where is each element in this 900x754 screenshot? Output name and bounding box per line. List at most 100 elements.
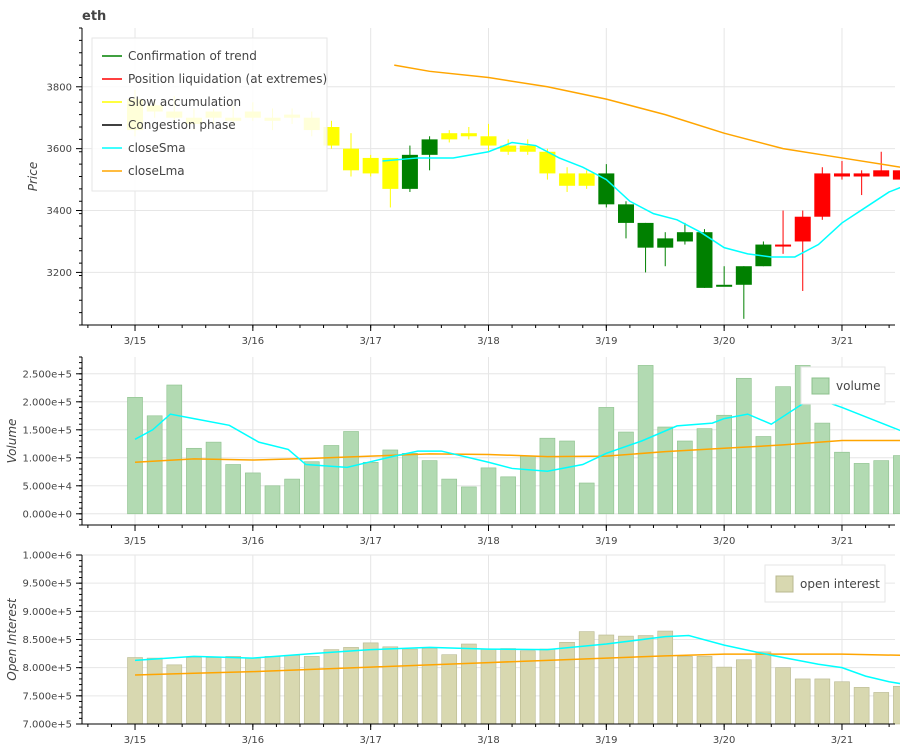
bar xyxy=(794,678,811,725)
bar xyxy=(775,386,791,515)
candle-body xyxy=(519,145,536,152)
sma-line xyxy=(134,634,900,685)
bar xyxy=(284,478,300,515)
bar xyxy=(696,428,713,515)
candle-body xyxy=(853,173,870,177)
bar xyxy=(245,657,261,725)
bar xyxy=(559,440,575,515)
bar xyxy=(323,445,340,515)
y-tick-label: 1.500e+5 xyxy=(22,425,72,436)
x-tick-label: 3/15 xyxy=(124,536,146,547)
x-tick-label: 3/18 xyxy=(477,735,499,746)
bar xyxy=(205,657,222,725)
bar xyxy=(519,455,536,515)
bar xyxy=(480,467,497,515)
bar xyxy=(166,384,183,515)
legend-swatch xyxy=(775,575,794,593)
panel-volume: 0.000e+0 5.000e+4 1.000e+5 1.500e+5 2.000e+5… xyxy=(5,356,900,547)
bar xyxy=(421,460,438,515)
bar xyxy=(461,486,477,515)
y-tick-label: 7.000e+5 xyxy=(22,720,72,731)
bar xyxy=(186,657,202,725)
y-tick-label: 2.000e+5 xyxy=(22,397,72,408)
bar xyxy=(618,431,634,515)
closeLma-line xyxy=(394,64,900,168)
y-axis-label: Price xyxy=(26,162,40,191)
bar xyxy=(264,656,281,725)
lma-line xyxy=(135,653,900,676)
bar xyxy=(696,656,713,725)
candle-body xyxy=(735,266,752,285)
bar xyxy=(382,449,399,515)
y-tick-label: 8.500e+5 xyxy=(22,635,72,646)
bar xyxy=(853,687,870,725)
y-tick-label: 3800 xyxy=(47,82,72,93)
candle-body xyxy=(480,136,497,146)
bar xyxy=(775,667,791,725)
bar xyxy=(343,431,359,515)
x-tick-label: 3/21 xyxy=(831,536,853,547)
bar xyxy=(755,436,772,515)
y-tick-label: 3200 xyxy=(47,268,72,279)
bar xyxy=(814,422,831,515)
bar xyxy=(637,635,654,725)
candle-body xyxy=(716,284,733,287)
x-tick-label: 3/19 xyxy=(595,536,617,547)
candle-body xyxy=(362,157,379,174)
candle-body xyxy=(892,170,900,180)
legend-box xyxy=(91,37,328,192)
x-tick-label: 3/17 xyxy=(359,536,381,547)
candle-body xyxy=(578,173,595,186)
candle-body xyxy=(421,139,438,155)
candle-body xyxy=(794,216,811,242)
bar xyxy=(303,461,320,515)
bar xyxy=(500,476,516,515)
lma-line xyxy=(134,439,900,464)
y-tick-label: 5.000e+4 xyxy=(22,481,72,492)
bar xyxy=(657,426,674,515)
bar xyxy=(127,397,143,515)
x-tick-label: 3/15 xyxy=(124,735,146,746)
bar xyxy=(853,463,870,515)
bar xyxy=(893,455,900,515)
bar xyxy=(402,453,418,515)
bar xyxy=(441,654,458,725)
bar xyxy=(677,440,693,515)
y-tick-label: 1.000e+6 xyxy=(22,551,72,562)
bar xyxy=(245,472,261,515)
candle-body xyxy=(814,173,831,217)
bar xyxy=(834,451,850,515)
y-tick-label: 3400 xyxy=(47,206,72,217)
candle-body xyxy=(598,173,615,205)
bar xyxy=(303,656,320,725)
x-tick-label: 3/16 xyxy=(242,336,264,347)
chart-title: eth xyxy=(82,9,106,24)
bar xyxy=(421,648,438,725)
bar xyxy=(362,461,379,515)
x-tick-label: 3/20 xyxy=(713,735,735,746)
bar xyxy=(618,635,634,725)
legend-label: Congestion phase xyxy=(128,118,236,132)
bar xyxy=(146,657,163,725)
x-tick-label: 3/19 xyxy=(595,336,617,347)
x-tick-label: 3/17 xyxy=(359,336,381,347)
candle-body xyxy=(382,157,399,189)
bar xyxy=(402,648,418,725)
y-tick-label: 9.000e+5 xyxy=(22,607,72,618)
bar xyxy=(127,657,143,725)
legend: Confirmation of trend Position liquidatio… xyxy=(91,37,328,192)
bar xyxy=(205,441,222,515)
candle-body xyxy=(618,204,635,223)
bar xyxy=(814,678,831,725)
bar xyxy=(834,681,850,725)
candle-body xyxy=(637,222,654,248)
candle-body xyxy=(500,145,517,152)
y-tick-label: 1.000e+5 xyxy=(22,453,72,464)
legend: open interest xyxy=(764,564,886,603)
legend-label: Position liquidation (at extremes) xyxy=(128,72,327,86)
legend-label: volume xyxy=(836,379,880,393)
y-axis-label: Volume xyxy=(5,419,19,464)
bar xyxy=(362,642,379,725)
legend-label: Confirmation of trend xyxy=(128,49,257,63)
